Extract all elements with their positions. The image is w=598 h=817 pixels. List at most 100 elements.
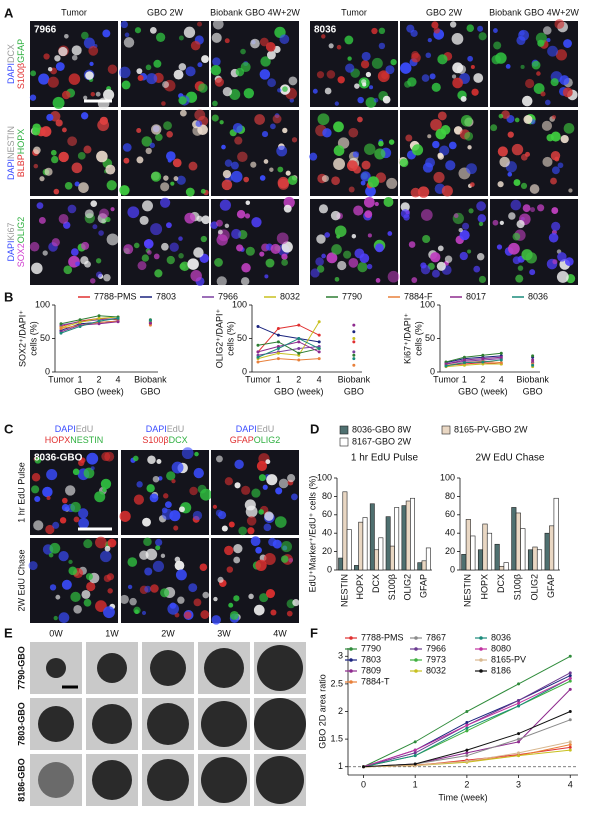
cell [29,94,37,101]
cell [83,95,88,100]
y-axis-label: cells (%) [413,321,423,356]
cell [265,589,276,599]
y-tick-label: 20 [322,546,332,556]
cell [29,241,40,252]
legend-label: 7966 [426,643,446,653]
cell [212,504,217,509]
cell [259,175,266,181]
cell [245,246,255,256]
cell [199,563,208,572]
data-point [59,331,63,335]
cell [548,233,559,243]
x-tick-label: 4 [499,374,504,384]
cell [270,243,281,254]
cell [431,269,440,278]
cell [283,204,292,213]
cell [420,209,433,221]
data-point [568,674,572,678]
cell [38,73,50,85]
data-point [465,748,469,752]
cell [105,216,111,223]
cell [400,209,410,219]
x-group-label: GBO [523,386,543,396]
cell [184,212,196,224]
cell [200,235,207,243]
cell [234,136,243,145]
cell [221,144,226,150]
legend-marker [479,636,483,640]
cell [53,188,60,195]
series-line [60,317,119,334]
data-point [297,323,301,327]
cell [155,545,161,551]
y-tick-label: 100 [440,472,455,482]
cell [224,545,234,556]
series-line [257,341,320,353]
bar [421,560,427,571]
bar [499,566,505,571]
data-point [362,765,366,769]
cell [51,238,60,247]
cell [214,258,223,267]
bar [544,532,550,571]
cell [324,232,331,238]
cell [51,155,59,164]
x-axis-label: GBO (week) [74,386,124,396]
series-line [445,358,502,365]
cell [178,236,183,241]
x-tick-label: 1 [276,374,281,384]
cell [369,85,374,90]
cell [58,151,69,163]
bar [385,516,391,571]
data-point [517,732,521,736]
cell [194,109,206,121]
y-tick-label: 60 [322,509,332,519]
micrograph [211,536,300,625]
bar [520,528,526,571]
cell [233,595,240,602]
cell [269,167,274,172]
cell [160,182,170,192]
x-tick-label: NESTIN [339,574,349,607]
cell [32,127,41,136]
stain-name: DCX [6,44,16,63]
cell [171,479,176,484]
cell [173,176,179,181]
cell [68,73,81,85]
cell [132,455,139,462]
cell [181,447,194,460]
cell [54,55,61,62]
cell [467,249,472,254]
data-point [97,319,101,323]
cell [513,179,521,187]
cell [420,262,427,269]
bar [494,543,500,571]
bar [369,503,375,571]
cell [224,477,233,486]
cell [229,89,241,101]
cell [123,244,134,255]
cell [229,611,239,620]
stain-name: DAPI [236,424,257,434]
cell [374,201,379,207]
cell [562,87,573,98]
cell [365,185,376,197]
data-point [317,340,321,344]
cell [119,594,129,604]
cell [290,493,298,501]
column-header: GBO 2W [426,7,463,17]
series-line [257,358,320,363]
cell [129,597,137,606]
cell [237,151,248,163]
cell [175,569,187,581]
cell [85,71,94,80]
cell [400,62,412,74]
cell [33,520,44,531]
cell [248,593,254,600]
y-tick-label: 0 [327,564,332,574]
cell [224,159,233,167]
y-tick-label: 1 [338,761,343,771]
cell [309,152,318,161]
cell [255,559,267,571]
data-point [568,679,572,683]
